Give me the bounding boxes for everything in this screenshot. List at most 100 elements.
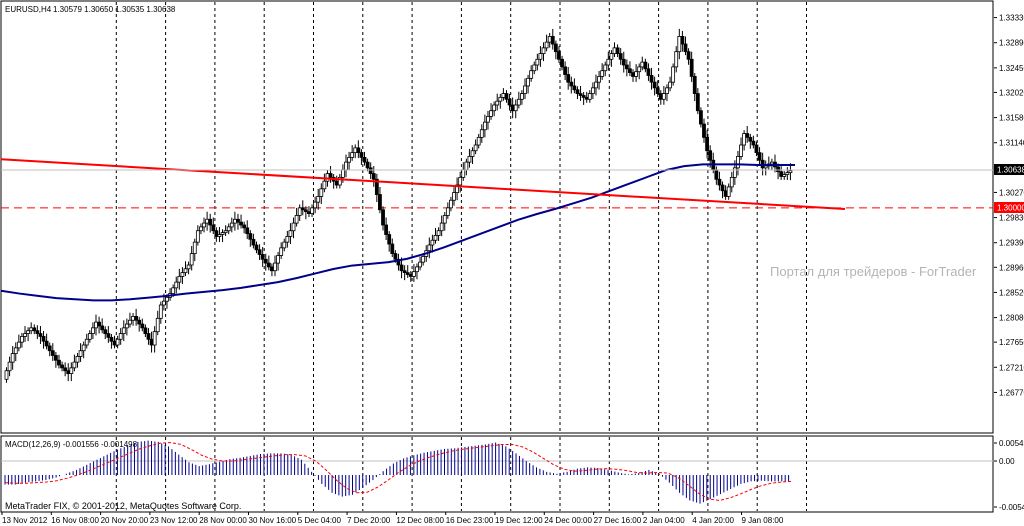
candle-body (245, 227, 250, 234)
candle-body (634, 71, 638, 77)
candle-body (486, 116, 490, 123)
candle-body (504, 93, 509, 100)
candle-body (285, 236, 290, 243)
candle-body (183, 268, 188, 274)
candle-body (146, 333, 151, 340)
price-axis-label: 1.31140 (999, 139, 1024, 148)
price-axis-label: 1.32020 (999, 88, 1024, 97)
candle-body (665, 87, 669, 94)
candle-body (257, 249, 262, 255)
candle-body (140, 323, 145, 329)
candle-body (415, 266, 419, 273)
candle-body (60, 364, 64, 369)
candle-body (334, 180, 339, 186)
candle-body (476, 136, 481, 146)
candle-body (594, 81, 598, 89)
candle-body (788, 170, 793, 174)
candle-body (359, 152, 364, 158)
candle-body (115, 338, 120, 346)
candle-body (344, 161, 348, 171)
time-axis-label: 28 Nov 00:00 (199, 516, 247, 525)
candle-body (390, 243, 395, 254)
main-panel-frame (0, 0, 994, 434)
time-axis-label: 13 Nov 2012 (2, 516, 48, 525)
candle-body (779, 171, 784, 177)
macd-axis-tick: 0.00549 (999, 439, 1024, 448)
candle-body (171, 287, 176, 294)
price-axis[interactable]: 1.33330 1.32890 1.32450 1.32020 1.31580 1.311… (994, 14, 1024, 398)
candle-body (618, 53, 623, 60)
candle-body (745, 133, 750, 138)
candle-body (214, 230, 219, 237)
price-axis-label: 1.28520 (999, 288, 1024, 297)
time-axis-label: 16 Nov 08:00 (51, 516, 99, 525)
candle-body (637, 66, 642, 73)
candle-body (587, 93, 592, 100)
candle-body (186, 264, 191, 270)
candle-body (350, 152, 355, 158)
candle-body (362, 156, 367, 163)
candle-body (297, 207, 302, 216)
candle-body (532, 64, 537, 72)
copyright-text: MetaTrader FIX, © 2001-2012, MetaQuotes … (5, 501, 241, 511)
moving-average-line[interactable] (0, 163, 795, 302)
time-axis-label: 20 Nov 20:00 (101, 516, 149, 525)
candle-body (615, 47, 620, 54)
candle-body (782, 174, 787, 177)
candle-body (467, 156, 472, 163)
candle-body (273, 262, 277, 272)
price-axis-label: 1.33330 (999, 14, 1024, 23)
time-axis[interactable]: 13 Nov 2012 16 Nov 08:00 20 Nov 20:00 23 No… (1, 512, 784, 525)
candle-body (609, 53, 614, 60)
price-axis-label: 1.32890 (999, 39, 1024, 48)
candle-body (507, 98, 512, 106)
candle-body (53, 355, 58, 361)
time-axis-label: 4 Jan 20:00 (692, 516, 734, 525)
candle-body (322, 180, 327, 190)
candle-body (97, 321, 101, 327)
candle-body (356, 147, 361, 154)
candle-body (57, 359, 61, 366)
level-price-label: 1.30000 (997, 204, 1024, 213)
level-price-box: 1.30000 (994, 202, 1024, 213)
candle-body (461, 169, 466, 178)
candle-body (482, 121, 487, 131)
candle-body (572, 85, 577, 91)
candle-body (192, 241, 197, 254)
candle-body (13, 347, 18, 354)
candle-body (310, 207, 314, 214)
candle-body (103, 329, 108, 334)
candle-body (236, 218, 240, 223)
candle-body (226, 226, 231, 232)
candle-body (600, 70, 605, 77)
macd-axis: 0.00549 0.00 -0.00547 (994, 439, 1024, 512)
candle-body (575, 89, 580, 94)
candle-body (742, 133, 747, 146)
candle-body (387, 234, 392, 245)
candle-body (695, 93, 700, 112)
candle-body (294, 215, 299, 224)
candle-body (513, 104, 518, 112)
candle-body (689, 58, 694, 77)
time-axis-label: 16 Dec 23:00 (446, 516, 494, 525)
candle-body (433, 235, 438, 241)
candle-body (248, 233, 253, 240)
candle-body (671, 66, 676, 83)
candle-body (279, 247, 284, 256)
candle-body (29, 327, 34, 332)
candle-body (421, 256, 426, 263)
candle-body (544, 41, 549, 49)
candle-body (473, 144, 478, 152)
candle-body (692, 76, 697, 94)
candle-body (260, 254, 265, 260)
candle-body (211, 224, 216, 232)
candle-body (436, 230, 441, 236)
candle-body (26, 330, 31, 334)
candle-body (199, 226, 203, 232)
trendline[interactable] (0, 158, 846, 210)
candle-body (368, 167, 373, 174)
candle-body (4, 370, 9, 380)
candle-body (242, 224, 247, 229)
